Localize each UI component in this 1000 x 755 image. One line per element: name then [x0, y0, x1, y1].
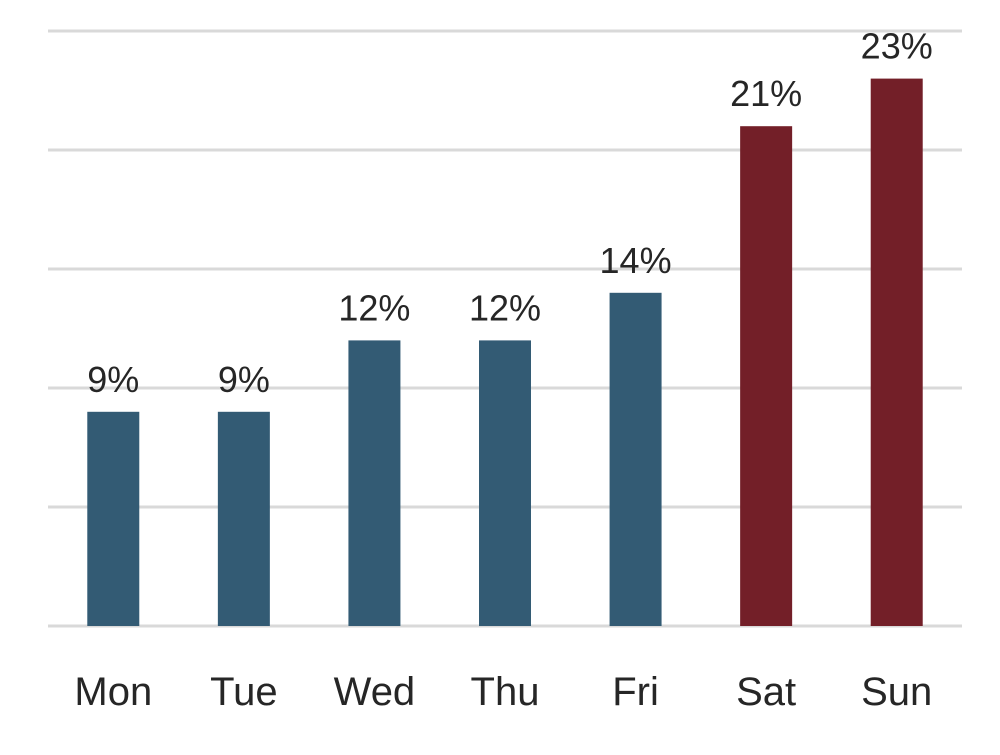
x-tick-label-sat: Sat [736, 670, 796, 714]
bar-sat [740, 126, 793, 626]
data-label-sat: 21% [730, 73, 802, 114]
x-axis-tick-labels: Mon Tue Wed Thu Fri Sat Sun [74, 670, 932, 714]
data-label-tue: 9% [218, 359, 270, 400]
data-label-wed: 12% [338, 287, 410, 328]
x-tick-label-wed: Wed [334, 670, 416, 714]
bar-wed [348, 340, 401, 626]
x-tick-label-mon: Mon [74, 670, 152, 714]
data-label-sun: 23% [861, 26, 933, 67]
bar-tue [217, 411, 270, 626]
x-tick-label-sun: Sun [861, 670, 932, 714]
x-tick-label-tue: Tue [210, 670, 277, 714]
data-label-mon: 9% [87, 359, 139, 400]
bar-mon [87, 411, 140, 626]
x-tick-label-fri: Fri [612, 670, 659, 714]
bar-fri [609, 292, 662, 626]
bar-sun [870, 78, 923, 627]
bar-thu [479, 340, 531, 626]
data-label-thu: 12% [469, 287, 541, 328]
data-labels: 9% 9% 12% 12% 14% 21% 23% [87, 26, 932, 400]
bars [87, 78, 923, 627]
data-label-fri: 14% [600, 240, 672, 281]
x-tick-label-thu: Thu [471, 670, 540, 714]
